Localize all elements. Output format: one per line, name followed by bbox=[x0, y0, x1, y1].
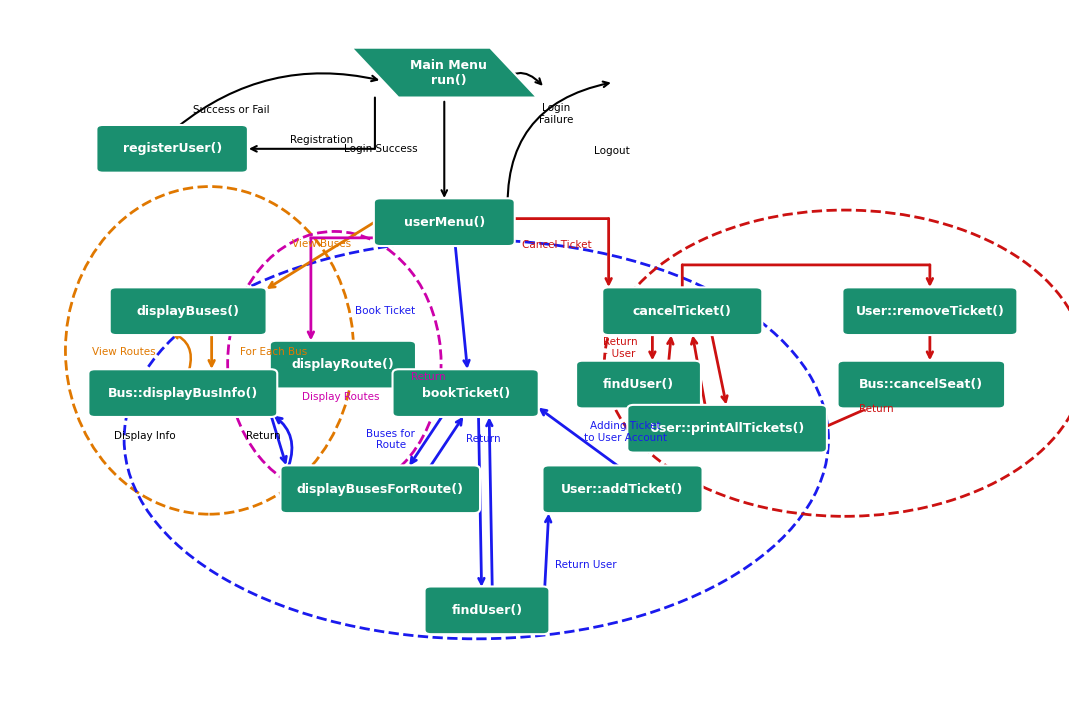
Text: Return User: Return User bbox=[555, 561, 617, 571]
Text: Login
Failure: Login Failure bbox=[539, 103, 574, 124]
FancyBboxPatch shape bbox=[393, 369, 538, 417]
Text: Bus::cancelSeat(): Bus::cancelSeat() bbox=[859, 378, 983, 391]
Text: User::addTicket(): User::addTicket() bbox=[562, 483, 684, 495]
Text: displayBusesForRoute(): displayBusesForRoute() bbox=[296, 483, 463, 495]
Text: Return: Return bbox=[411, 373, 445, 383]
Text: registerUser(): registerUser() bbox=[123, 142, 221, 155]
Text: User::printAllTickets(): User::printAllTickets() bbox=[649, 423, 805, 435]
Text: Buses for
Route: Buses for Route bbox=[367, 428, 415, 450]
Text: User::removeTicket(): User::removeTicket() bbox=[855, 305, 1005, 317]
FancyBboxPatch shape bbox=[110, 287, 266, 335]
FancyBboxPatch shape bbox=[280, 465, 480, 513]
Text: Return: Return bbox=[467, 435, 501, 445]
Text: View Buses: View Buses bbox=[292, 239, 351, 249]
Text: Bus::displayBusInfo(): Bus::displayBusInfo() bbox=[108, 387, 258, 400]
Text: Book Ticket: Book Ticket bbox=[355, 306, 415, 316]
Text: Registration: Registration bbox=[290, 134, 353, 144]
Text: findUser(): findUser() bbox=[603, 378, 674, 391]
Text: Adding Ticket
to User Account: Adding Ticket to User Account bbox=[584, 421, 668, 443]
FancyBboxPatch shape bbox=[425, 586, 549, 634]
Text: Return
· User: Return · User bbox=[603, 337, 638, 359]
Text: View Routes: View Routes bbox=[92, 347, 156, 357]
FancyBboxPatch shape bbox=[602, 287, 762, 335]
Text: Return: Return bbox=[859, 404, 893, 414]
FancyBboxPatch shape bbox=[576, 360, 701, 408]
Polygon shape bbox=[351, 48, 537, 97]
Text: Success or Fail: Success or Fail bbox=[193, 105, 270, 115]
FancyBboxPatch shape bbox=[838, 360, 1005, 408]
Text: Display Routes: Display Routes bbox=[302, 392, 380, 402]
FancyBboxPatch shape bbox=[542, 465, 703, 513]
Text: cancelTicket(): cancelTicket() bbox=[632, 305, 732, 317]
Text: For Each Bus: For Each Bus bbox=[240, 347, 307, 357]
Text: Return: Return bbox=[245, 431, 280, 441]
Text: displayBuses(): displayBuses() bbox=[137, 305, 240, 317]
Text: Logout: Logout bbox=[594, 146, 630, 156]
FancyBboxPatch shape bbox=[270, 341, 416, 388]
FancyBboxPatch shape bbox=[627, 405, 827, 453]
FancyBboxPatch shape bbox=[373, 198, 515, 246]
Text: bookTicket(): bookTicket() bbox=[422, 387, 509, 400]
Text: Main Menu
run(): Main Menu run() bbox=[410, 59, 487, 87]
Text: Login Success: Login Success bbox=[343, 144, 417, 154]
Text: Cancel Ticket: Cancel Ticket bbox=[521, 240, 591, 250]
Text: userMenu(): userMenu() bbox=[403, 216, 485, 229]
FancyBboxPatch shape bbox=[89, 369, 277, 417]
FancyBboxPatch shape bbox=[96, 125, 248, 173]
Text: Display Info: Display Info bbox=[113, 431, 175, 441]
Text: displayRoute(): displayRoute() bbox=[291, 358, 394, 371]
FancyBboxPatch shape bbox=[842, 287, 1018, 335]
Text: findUser(): findUser() bbox=[452, 604, 522, 617]
